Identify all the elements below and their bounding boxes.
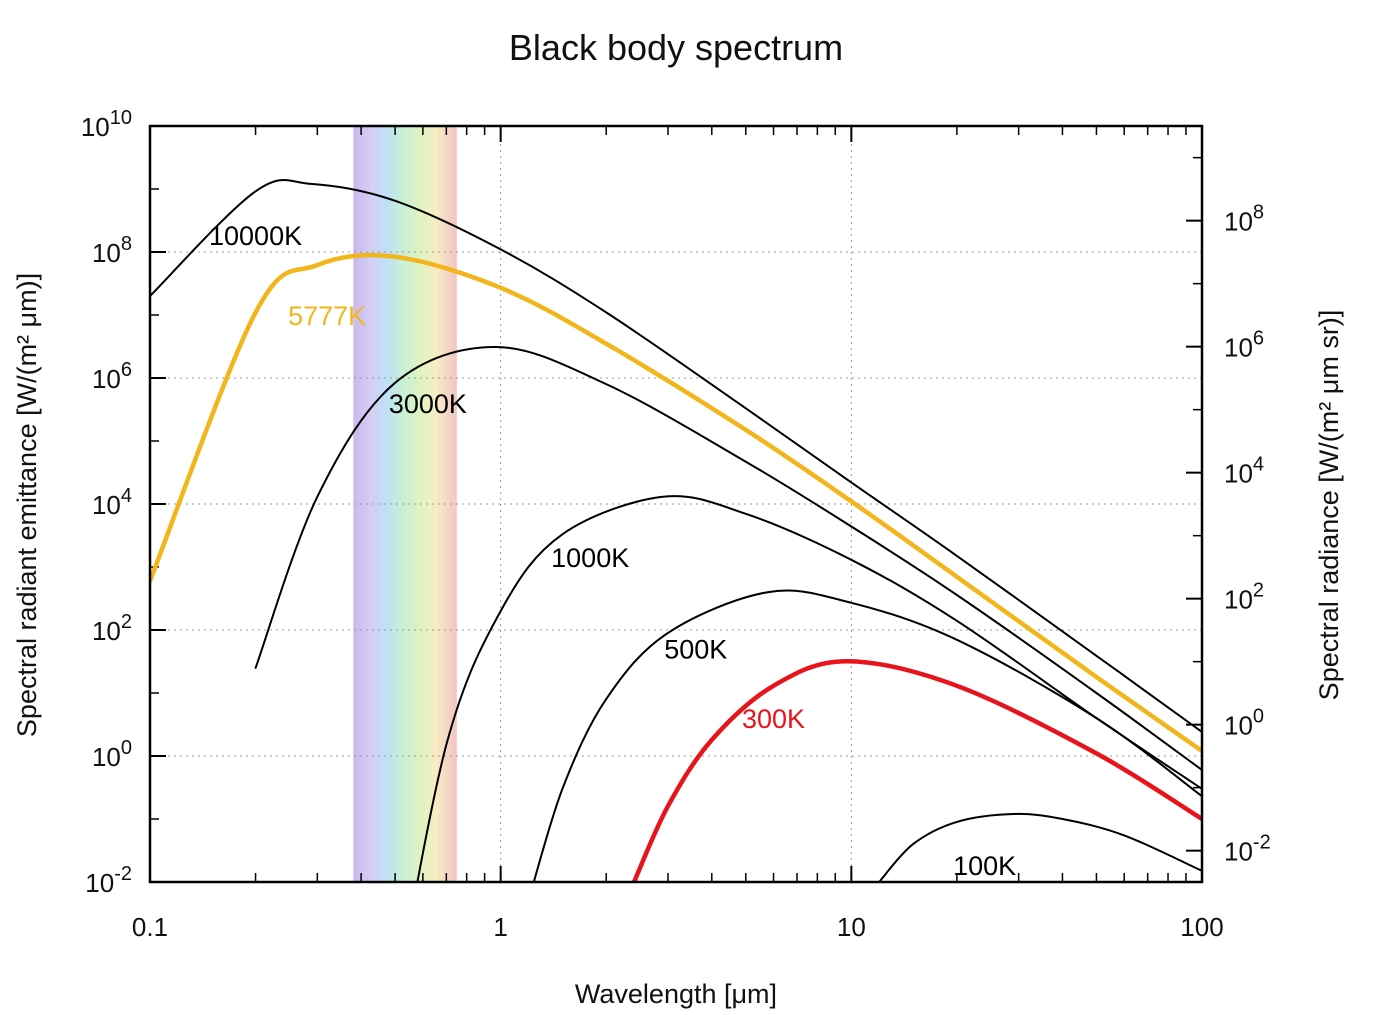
curve-label-100k: 100K [953, 851, 1016, 881]
x-axis-tick-labels: 0.1 1 10 100 [132, 912, 1224, 942]
y-tick-label: 108 [92, 233, 132, 268]
y-axis-tick-labels: 10-2 100 102 104 106 108 1010 [81, 107, 132, 898]
y-tick-label: 106 [92, 359, 132, 394]
y-axis-title: Spectral radiant emittance [W/(m² μm)] [12, 273, 42, 737]
y2-tick-label: 102 [1224, 580, 1264, 615]
curve-5777k [150, 252, 1202, 754]
y2-tick-label: 100 [1224, 706, 1264, 741]
curve-label-5777k: 5777K [288, 301, 366, 331]
x-tick-label: 100 [1180, 912, 1223, 942]
major-ticks [149, 125, 1203, 883]
curve-label-300k: 300K [742, 704, 805, 734]
curve-label-1000k: 1000K [551, 543, 629, 573]
x-axis-title: Wavelength [μm] [575, 979, 777, 1009]
y-tick-label: 100 [92, 737, 132, 772]
minor-ticks [150, 126, 1202, 882]
y-tick-label: 10-2 [85, 863, 132, 898]
curve-label-3000k: 3000K [389, 389, 467, 419]
curves [150, 179, 1202, 882]
y2-tick-label: 108 [1224, 202, 1264, 237]
curve-1000k [416, 495, 1202, 882]
curve-100k [878, 812, 1202, 882]
y2-tick-label: 106 [1224, 328, 1264, 363]
x-tick-label: 1 [493, 912, 507, 942]
curve-500k [532, 589, 1202, 882]
curve-10000k [150, 179, 1202, 733]
y2-tick-label: 10-2 [1224, 832, 1271, 867]
chart-title: Black body spectrum [509, 27, 843, 68]
y2-axis-title: Spectral radiance [W/(m² μm sr)] [1314, 310, 1344, 701]
x-tick-label: 0.1 [132, 912, 168, 942]
y-tick-label: 102 [92, 611, 132, 646]
y-tick-label: 1010 [81, 107, 132, 142]
y-tick-label: 104 [92, 485, 132, 520]
curve-label-10000k: 10000K [209, 221, 302, 251]
grid-lines [150, 126, 1202, 882]
curve-labels: 10000K 5777K 3000K 1000K 500K 300K 100K [209, 221, 1016, 881]
curve-3000k [254, 345, 1202, 771]
x-tick-label: 10 [837, 912, 866, 942]
curve-300k [631, 658, 1202, 882]
y2-tick-label: 104 [1224, 454, 1264, 489]
curve-label-500k: 500K [664, 635, 727, 665]
y2-axis-tick-labels: 10-2 100 102 104 106 108 [1224, 202, 1271, 867]
